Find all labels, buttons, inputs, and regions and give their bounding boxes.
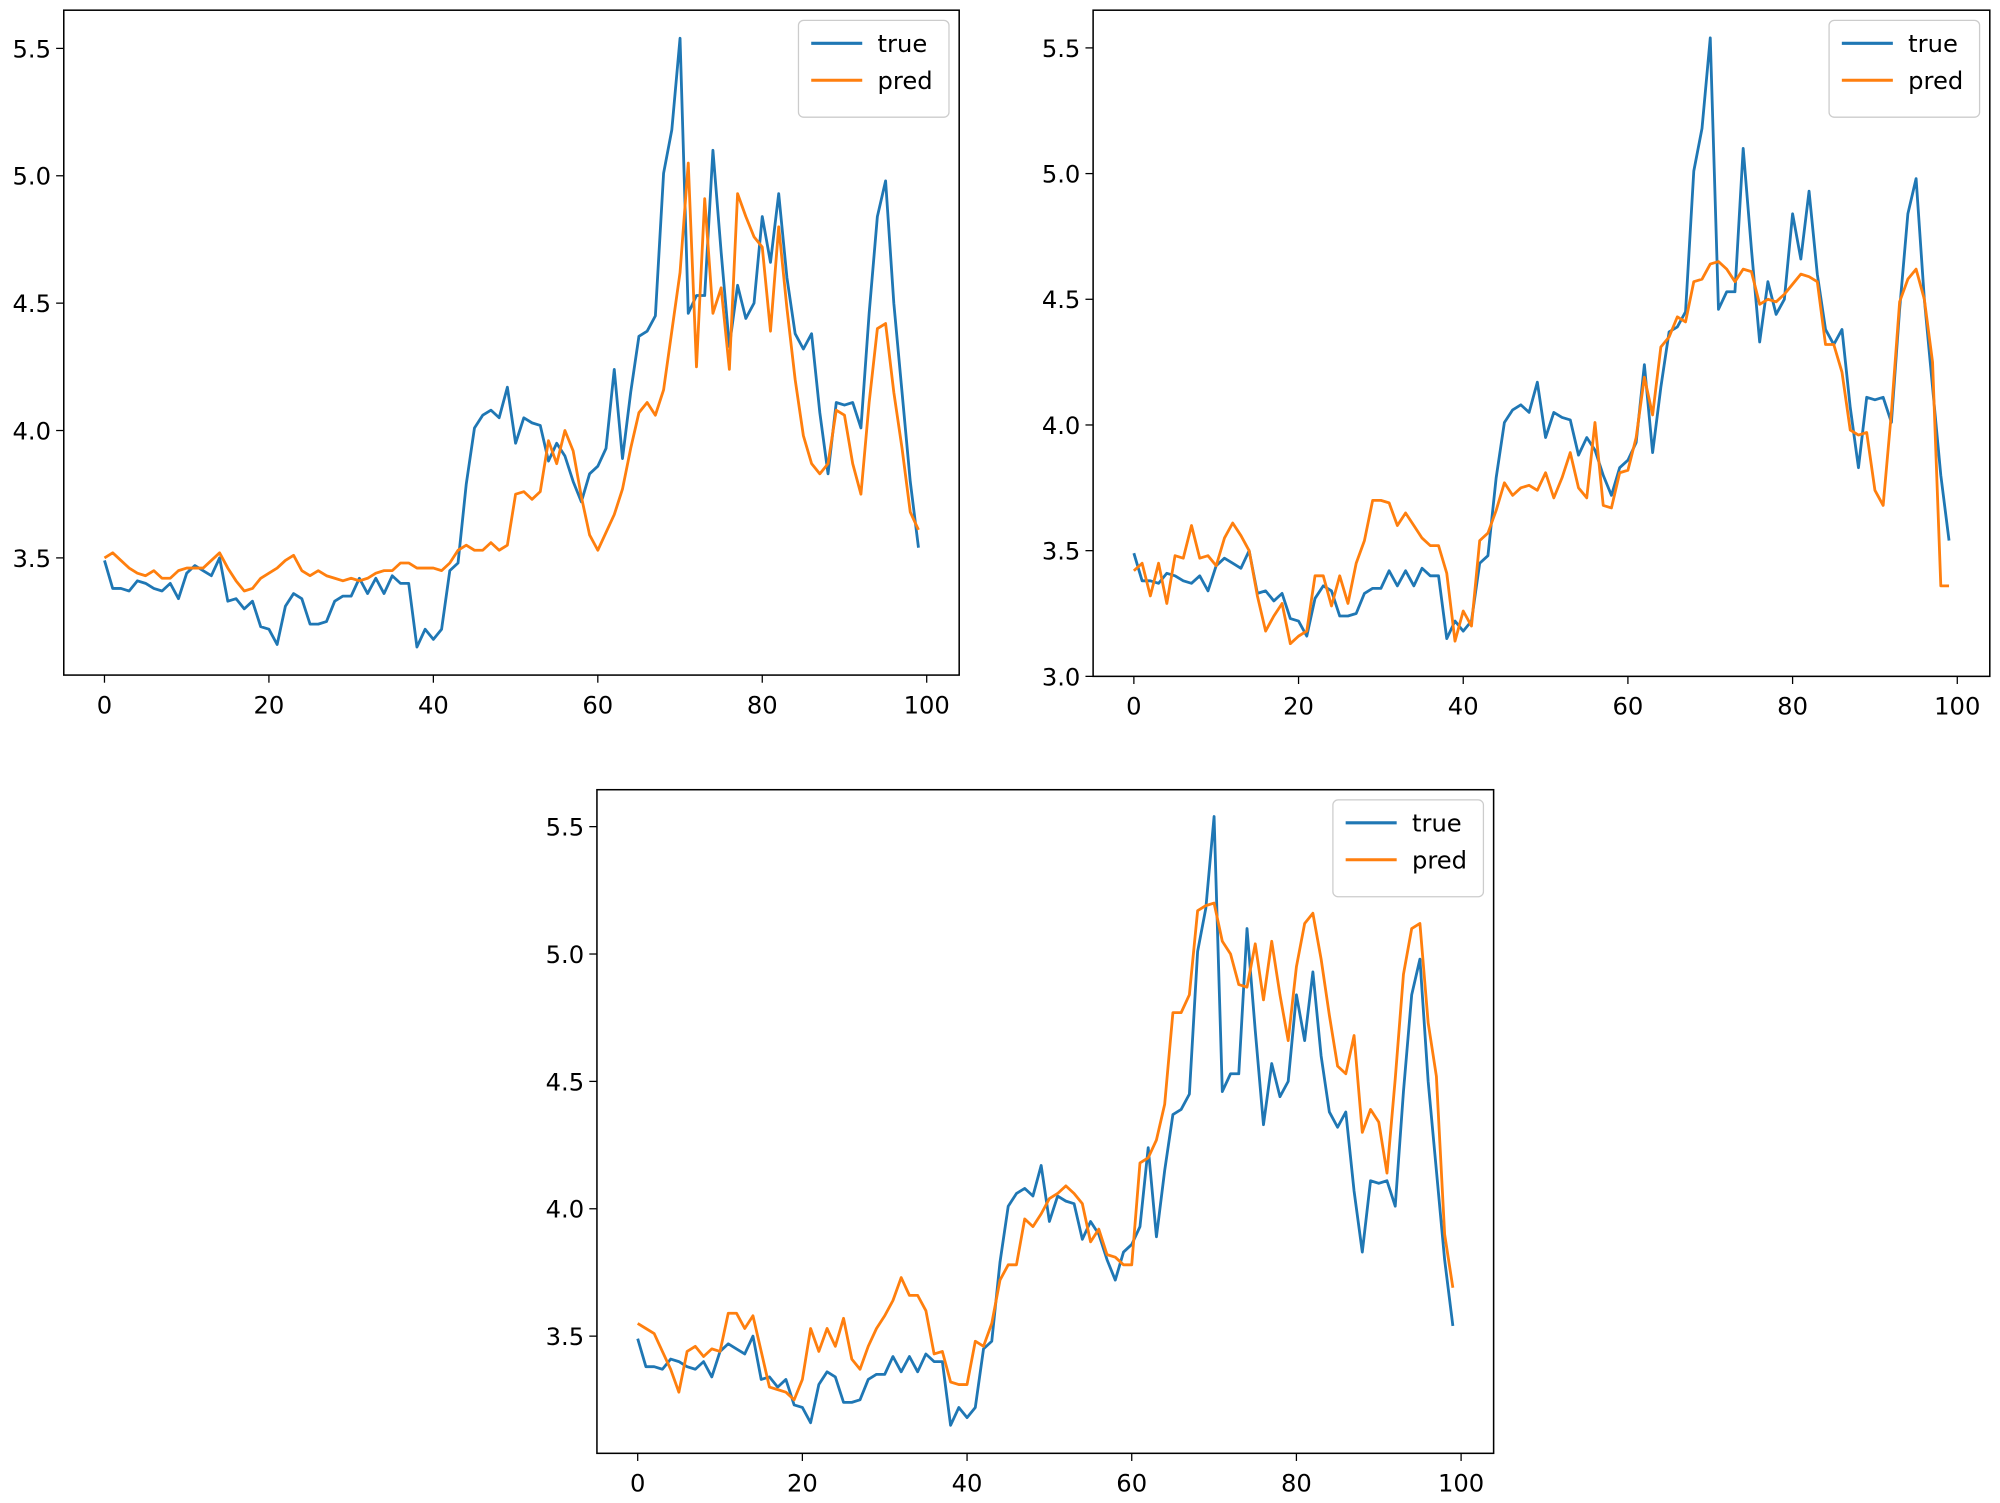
legend-label: true	[1908, 30, 1958, 58]
x-tick-label: 40	[952, 1470, 983, 1498]
x-tick-label: 100	[1438, 1470, 1484, 1498]
x-tick-label: 60	[1116, 1470, 1147, 1498]
line-series	[636, 815, 1455, 1427]
x-tick-label: 60	[582, 691, 613, 719]
x-tick-label: 20	[1283, 693, 1314, 721]
y-tick-label: 4.0	[1042, 412, 1081, 440]
y-tick-label: 4.0	[12, 417, 51, 445]
y-tick-label: 5.5	[1042, 35, 1081, 63]
legend-label: pred	[878, 67, 933, 95]
x-tick-label: 60	[1612, 693, 1643, 721]
x-tick-label: 40	[418, 691, 449, 719]
y-tick-label: 3.5	[546, 1323, 585, 1351]
line-series	[636, 901, 1455, 1402]
axes-frame	[596, 788, 1495, 1455]
legend-label: pred	[1908, 67, 1963, 95]
line-series	[1132, 36, 1951, 641]
legend-label: true	[878, 30, 928, 58]
y-tick-label: 5.5	[546, 814, 585, 842]
axes-frame	[1092, 9, 1991, 678]
x-tick-label: 100	[904, 691, 950, 719]
x-tick-label: 20	[787, 1470, 818, 1498]
y-tick-label: 3.5	[12, 545, 51, 573]
x-tick-label: 80	[1281, 1470, 1312, 1498]
x-tick-label: 100	[1934, 693, 1980, 721]
y-tick-label: 5.0	[12, 163, 51, 191]
y-tick-label: 4.5	[12, 290, 51, 318]
line-series	[1132, 260, 1950, 646]
x-tick-label: 0	[630, 1470, 645, 1498]
legend-label: pred	[1412, 847, 1467, 875]
x-tick-label: 0	[97, 691, 112, 719]
y-tick-label: 3.0	[1042, 663, 1081, 691]
x-tick-label: 0	[1126, 693, 1141, 721]
x-tick-label: 40	[1448, 693, 1479, 721]
y-tick-label: 3.5	[1042, 538, 1081, 566]
y-tick-label: 5.5	[12, 35, 51, 63]
y-tick-label: 5.0	[1042, 161, 1081, 189]
legend-label: true	[1412, 810, 1462, 838]
x-tick-label: 20	[254, 691, 285, 719]
x-tick-label: 80	[747, 691, 778, 719]
y-tick-label: 5.0	[546, 941, 585, 969]
x-tick-label: 80	[1777, 693, 1808, 721]
y-tick-label: 4.5	[546, 1068, 585, 1096]
y-tick-label: 4.0	[546, 1196, 585, 1224]
line-series	[103, 36, 920, 649]
axes-frame	[63, 9, 960, 676]
line-series	[103, 161, 920, 593]
y-tick-label: 4.5	[1042, 286, 1081, 314]
